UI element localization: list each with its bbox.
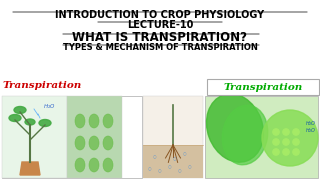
Ellipse shape xyxy=(283,148,290,156)
Ellipse shape xyxy=(39,120,51,127)
Ellipse shape xyxy=(206,94,263,162)
Text: WHAT IS TRANSPIRATION?: WHAT IS TRANSPIRATION? xyxy=(73,31,247,44)
Text: ○: ○ xyxy=(178,169,182,173)
FancyBboxPatch shape xyxy=(207,79,319,95)
Ellipse shape xyxy=(75,158,85,172)
FancyBboxPatch shape xyxy=(2,96,67,178)
Text: Transpiration: Transpiration xyxy=(3,81,82,90)
Text: TYPES & MECHANISM OF TRANSPIRATION: TYPES & MECHANISM OF TRANSPIRATION xyxy=(63,43,257,52)
Text: ○: ○ xyxy=(148,167,152,171)
Text: LECTURE-10: LECTURE-10 xyxy=(127,20,193,30)
Text: $H_2O$: $H_2O$ xyxy=(305,126,316,135)
Ellipse shape xyxy=(103,136,113,150)
Ellipse shape xyxy=(75,114,85,128)
Ellipse shape xyxy=(89,114,99,128)
Text: ○: ○ xyxy=(188,165,192,169)
Ellipse shape xyxy=(292,129,300,136)
Ellipse shape xyxy=(273,129,279,136)
FancyBboxPatch shape xyxy=(143,145,203,178)
FancyBboxPatch shape xyxy=(143,96,203,178)
Ellipse shape xyxy=(89,158,99,172)
Text: $H_2O$: $H_2O$ xyxy=(43,102,56,111)
Ellipse shape xyxy=(273,148,279,156)
Text: ○: ○ xyxy=(183,152,187,156)
Ellipse shape xyxy=(75,136,85,150)
Text: Transpiration: Transpiration xyxy=(223,82,303,91)
Ellipse shape xyxy=(283,129,290,136)
Ellipse shape xyxy=(222,105,268,165)
FancyBboxPatch shape xyxy=(2,96,142,178)
Ellipse shape xyxy=(25,119,35,125)
Ellipse shape xyxy=(292,138,300,145)
Polygon shape xyxy=(20,162,40,175)
Ellipse shape xyxy=(103,158,113,172)
Ellipse shape xyxy=(103,114,113,128)
Text: ○: ○ xyxy=(168,165,172,169)
Text: $H_2O$: $H_2O$ xyxy=(305,119,316,128)
Ellipse shape xyxy=(9,114,21,122)
FancyBboxPatch shape xyxy=(205,96,318,178)
Ellipse shape xyxy=(273,138,279,145)
Text: ○: ○ xyxy=(158,169,162,173)
Text: ○: ○ xyxy=(173,157,177,161)
Text: INTRODUCTION TO CROP PHYSIOLOGY: INTRODUCTION TO CROP PHYSIOLOGY xyxy=(55,10,265,20)
Ellipse shape xyxy=(89,136,99,150)
Text: ○: ○ xyxy=(153,155,157,159)
Ellipse shape xyxy=(283,138,290,145)
Ellipse shape xyxy=(292,148,300,156)
Circle shape xyxy=(262,110,318,166)
FancyBboxPatch shape xyxy=(67,96,122,178)
Ellipse shape xyxy=(14,107,26,114)
